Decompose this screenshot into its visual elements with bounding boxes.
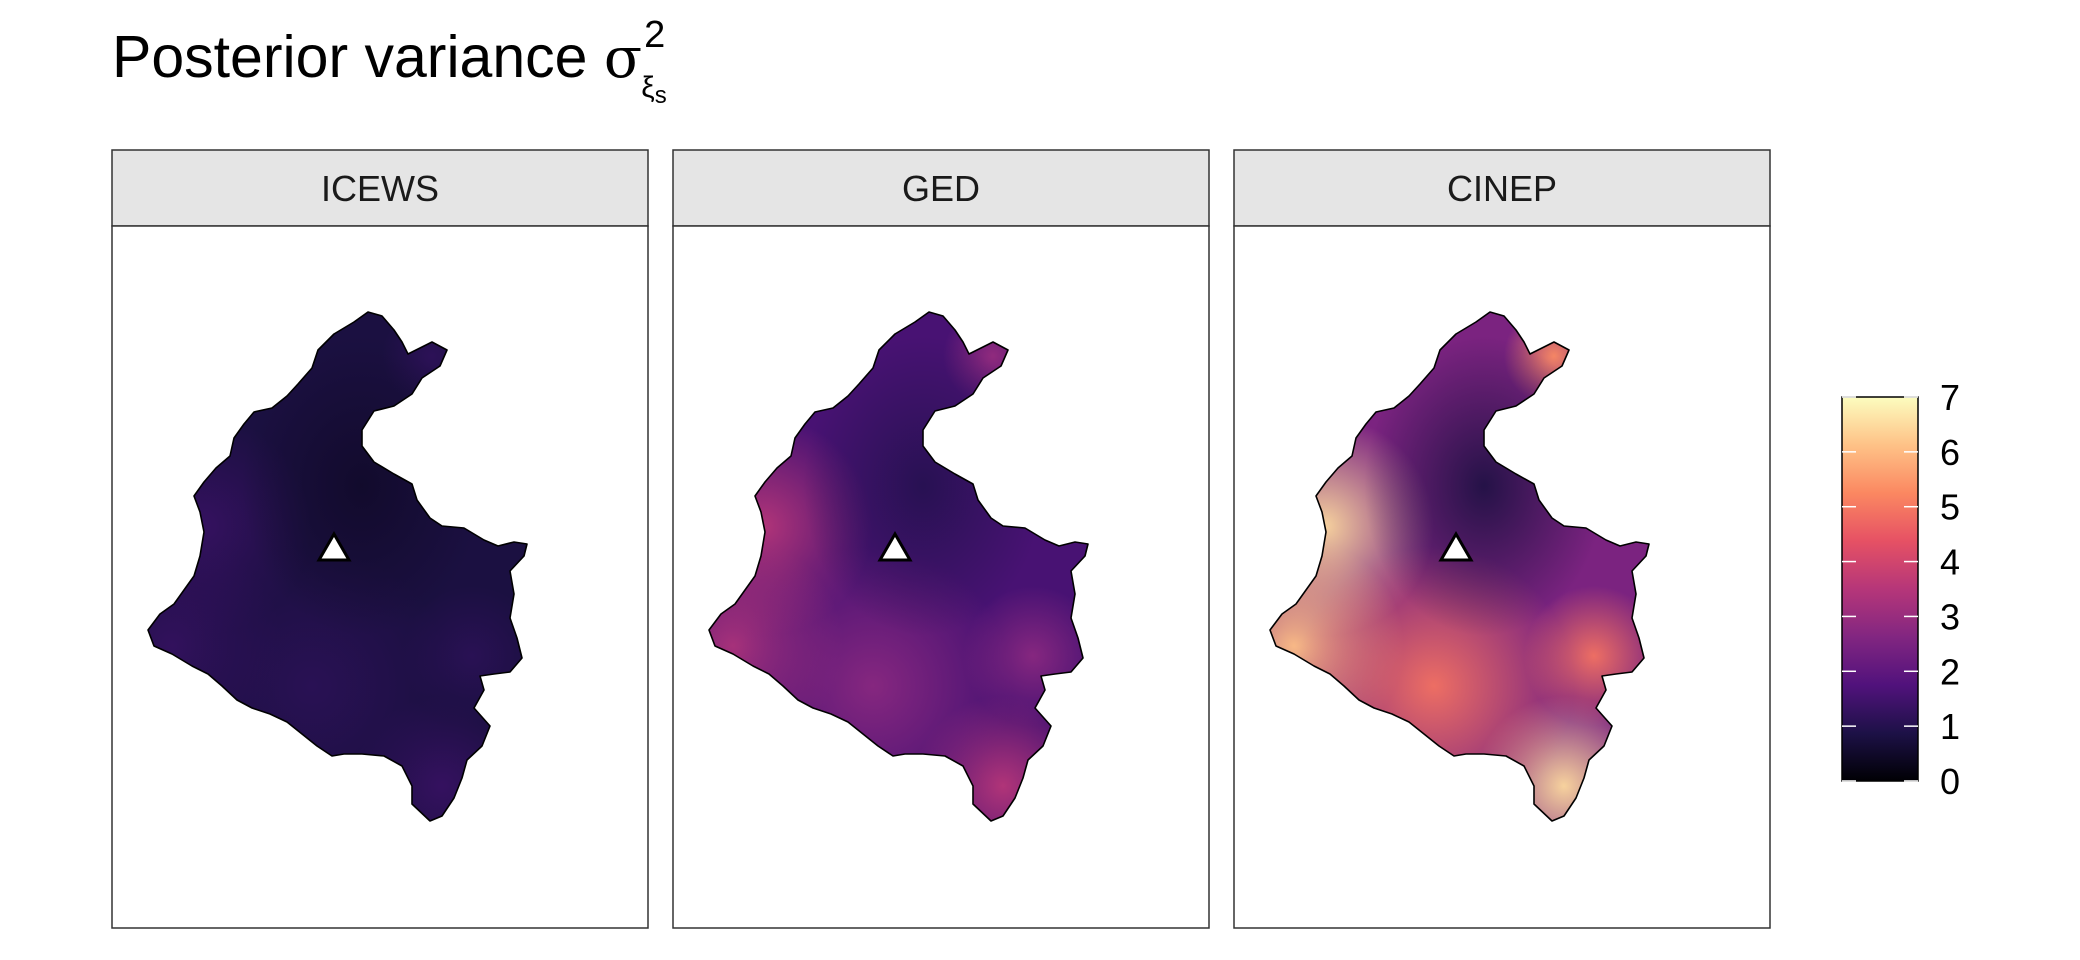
facet-strip-label: CINEP xyxy=(1447,168,1557,209)
colorbar-tick-label: 7 xyxy=(1940,377,1960,418)
title-superscript: 2 xyxy=(644,14,666,56)
colorbar-tick-label: 0 xyxy=(1940,761,1960,802)
colorbar-tick-label: 5 xyxy=(1940,487,1960,528)
colorbar-tick-label: 4 xyxy=(1940,542,1960,583)
facet-strip-label: ICEWS xyxy=(321,168,439,209)
facet-strip-label: GED xyxy=(902,168,980,209)
title-subsubscript: s xyxy=(654,82,667,109)
facet-panel: CINEP xyxy=(1233,149,1771,929)
triangle-marker xyxy=(316,530,352,562)
colorbar-legend: 0 1 2 3 4 5 6 7 xyxy=(1841,377,1960,802)
facet-panel: GED xyxy=(672,149,1210,929)
panels-layer: ICEWS GED CINEP xyxy=(111,149,1771,929)
country-border xyxy=(147,311,528,822)
colorbar-tick-label: 2 xyxy=(1940,651,1960,692)
triangle-marker xyxy=(877,530,913,562)
colorbar xyxy=(1841,396,1919,782)
facet-strip xyxy=(1233,149,1771,227)
title-subscript: ξ xyxy=(641,71,655,104)
facet-strip xyxy=(111,149,649,227)
colorbar-tick-label: 3 xyxy=(1940,596,1960,637)
chart-title: Posterior variance σ2 ξs xyxy=(112,16,667,108)
sigma-symbol: σ xyxy=(603,26,643,91)
triangle-marker xyxy=(1438,530,1474,562)
facet-panel: ICEWS xyxy=(111,149,649,929)
colorbar-tick-label: 6 xyxy=(1940,432,1960,473)
country-border xyxy=(708,311,1089,822)
country-border xyxy=(1269,311,1650,822)
facet-strip xyxy=(672,149,1210,227)
chart-title-text: Posterior variance xyxy=(112,24,588,90)
colorbar-tick-label: 1 xyxy=(1940,706,1960,747)
